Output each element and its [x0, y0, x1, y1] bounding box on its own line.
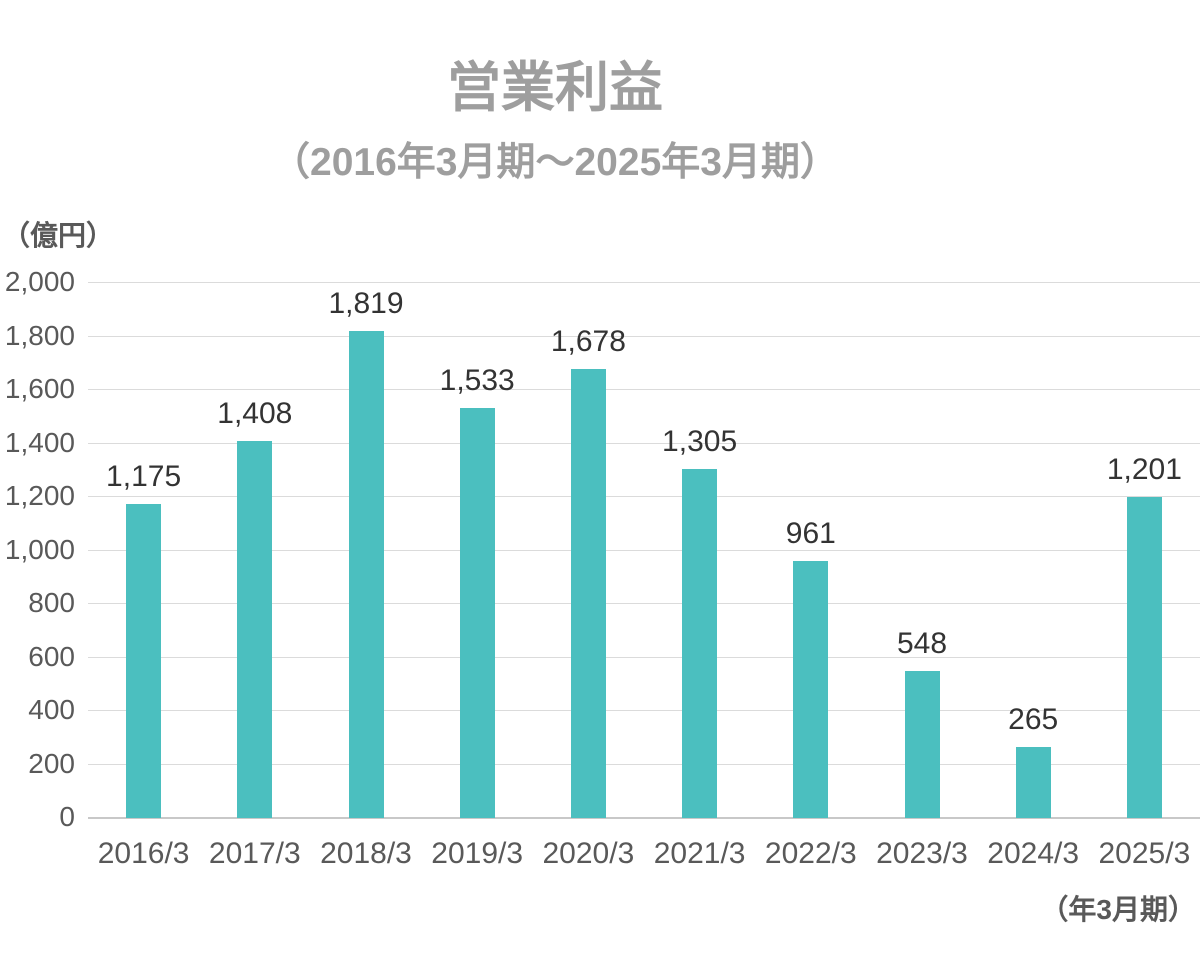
bar-value-label: 1,201 — [1106, 452, 1182, 486]
gridline — [88, 710, 1200, 711]
chart-subtitle: （2016年3月期～2025年3月期） — [271, 141, 839, 184]
chart-title: 営業利益 — [447, 58, 663, 118]
gridline — [88, 389, 1200, 390]
x-tick-label: 2024/3 — [987, 837, 1080, 870]
x-tick-label: 2017/3 — [208, 837, 301, 870]
bar-2019/3 — [459, 407, 495, 818]
y-tick-label: 0 — [59, 801, 75, 832]
x-tick-label: 2020/3 — [542, 837, 635, 870]
bar-2025/3 — [1126, 496, 1162, 818]
y-tick-label: 1,200 — [4, 480, 75, 511]
gridline — [88, 496, 1200, 497]
bar-value-label: 265 — [1008, 703, 1059, 737]
bar-2017/3 — [237, 441, 273, 818]
bar-value-label: 1,533 — [439, 363, 515, 397]
y-axis-unit-label: （億円） — [2, 220, 115, 251]
bar-value-label: 1,819 — [328, 287, 404, 321]
y-tick-label: 2,000 — [4, 266, 75, 297]
y-tick-label: 1,800 — [4, 319, 75, 351]
bar-value-label: 1,175 — [106, 459, 182, 493]
bar-value-label: 1,305 — [662, 424, 738, 458]
y-tick-label: 600 — [28, 640, 75, 672]
bar-value-label: 961 — [785, 516, 836, 550]
y-axis-tick-labels: 0 200 400 600 800 1,000 1,200 1,400 1,600 1,800 2,… — [0, 0, 75, 968]
gridline — [88, 335, 1200, 337]
plot-area: 1,175 1,408 1,819 1,533 1,678 1,305 961 548 265 1… — [88, 282, 1200, 819]
y-tick-label: 1,600 — [4, 373, 75, 404]
bar-2023/3 — [904, 671, 940, 818]
bar-2024/3 — [1015, 747, 1051, 818]
x-tick-label: 2018/3 — [320, 837, 412, 870]
x-tick-label: 2021/3 — [653, 837, 746, 870]
bar-2018/3 — [348, 331, 384, 818]
x-tick-label: 2025/3 — [1098, 837, 1191, 870]
y-tick-label: 400 — [28, 694, 75, 725]
x-axis-unit-label: （年3月期） — [1040, 894, 1196, 925]
gridline — [88, 282, 1200, 283]
bar-value-label: 548 — [896, 627, 948, 661]
x-tick-label: 2022/3 — [764, 837, 857, 870]
gridline — [88, 603, 1200, 604]
y-tick-label: 1,400 — [4, 426, 75, 458]
y-tick-label: 800 — [28, 587, 75, 618]
gridline — [88, 442, 1200, 444]
bar-2020/3 — [570, 369, 606, 818]
gridline — [88, 549, 1200, 551]
x-tick-label: 2023/3 — [876, 837, 968, 870]
bar-2016/3 — [126, 503, 162, 818]
bar-value-label: 1,408 — [217, 397, 293, 431]
bar-2022/3 — [793, 560, 829, 818]
bar-2021/3 — [682, 468, 718, 818]
x-tick-label: 2016/3 — [97, 837, 190, 870]
bar-value-label: 1,678 — [550, 325, 626, 359]
y-tick-label: 1,000 — [4, 533, 75, 565]
gridline — [88, 817, 1200, 819]
gridline — [88, 656, 1200, 658]
gridline — [88, 763, 1200, 765]
y-tick-label: 200 — [28, 747, 75, 779]
x-tick-label: 2019/3 — [431, 837, 524, 870]
x-axis-tick-labels: 2016/3 2017/3 2018/3 2019/3 2020/3 2021/3 2022… — [88, 837, 1200, 877]
